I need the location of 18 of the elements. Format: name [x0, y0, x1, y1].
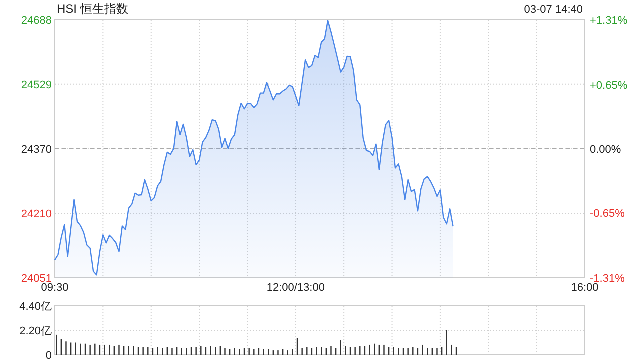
y2-tick-label: 0.00%	[590, 144, 622, 156]
x-tick-label: 12:00/13:00	[266, 282, 325, 294]
y-tick-label: 24051	[21, 273, 52, 285]
y-tick-label: 24370	[21, 144, 52, 156]
y2-tick-label: +1.31%	[590, 15, 628, 27]
y2-tick-label: -1.31%	[590, 273, 626, 285]
x-tick-label: 16:00	[571, 282, 599, 294]
chart-title: HSI 恒生指数	[57, 2, 128, 16]
y-tick-label: 24210	[21, 208, 52, 221]
y-tick-label: 2.20亿	[20, 326, 52, 338]
y-tick-label: 24529	[21, 79, 52, 92]
y-tick-label: 0	[46, 350, 52, 360]
x-tick-label: 09:30	[41, 282, 69, 294]
y2-tick-label: +0.65%	[590, 80, 628, 92]
y-tick-label: 4.40亿	[20, 301, 52, 313]
y2-tick-label: -0.65%	[590, 208, 626, 220]
y-tick-label: 24688	[21, 15, 52, 27]
text: 03-07 14:40	[524, 4, 583, 16]
